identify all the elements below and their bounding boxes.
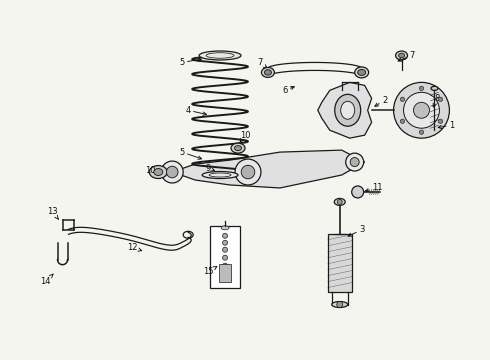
Ellipse shape bbox=[398, 53, 405, 58]
Circle shape bbox=[352, 186, 364, 198]
Circle shape bbox=[393, 82, 449, 138]
Text: 5: 5 bbox=[179, 58, 201, 67]
Bar bbox=[210, 226, 240, 288]
Ellipse shape bbox=[154, 168, 163, 176]
Circle shape bbox=[222, 233, 227, 238]
Circle shape bbox=[222, 247, 227, 252]
Ellipse shape bbox=[355, 67, 368, 78]
Text: 9: 9 bbox=[205, 163, 215, 172]
Polygon shape bbox=[172, 150, 365, 188]
Ellipse shape bbox=[265, 70, 271, 75]
Text: 13: 13 bbox=[47, 207, 58, 219]
Text: 14: 14 bbox=[40, 274, 53, 286]
Text: 7: 7 bbox=[257, 58, 267, 68]
Circle shape bbox=[438, 97, 442, 102]
Ellipse shape bbox=[395, 51, 408, 60]
Circle shape bbox=[346, 153, 364, 171]
Text: 10: 10 bbox=[240, 131, 250, 143]
Circle shape bbox=[167, 166, 178, 178]
Circle shape bbox=[222, 263, 227, 268]
Text: 1: 1 bbox=[438, 121, 454, 130]
Circle shape bbox=[161, 161, 183, 183]
Ellipse shape bbox=[202, 171, 238, 179]
Ellipse shape bbox=[334, 198, 345, 206]
Text: 4: 4 bbox=[186, 106, 206, 115]
Ellipse shape bbox=[221, 226, 229, 230]
Text: 15: 15 bbox=[203, 266, 217, 276]
Circle shape bbox=[222, 240, 227, 245]
Text: 6: 6 bbox=[282, 86, 294, 95]
Ellipse shape bbox=[199, 51, 241, 60]
Bar bbox=[219, 264, 231, 282]
Circle shape bbox=[414, 102, 429, 118]
Circle shape bbox=[404, 92, 440, 128]
Text: 11: 11 bbox=[366, 184, 383, 193]
Ellipse shape bbox=[231, 143, 245, 153]
Text: 3: 3 bbox=[348, 225, 365, 236]
Circle shape bbox=[337, 199, 342, 204]
Circle shape bbox=[350, 158, 359, 167]
Bar bbox=[328, 234, 352, 292]
Ellipse shape bbox=[149, 166, 167, 179]
Ellipse shape bbox=[431, 86, 438, 90]
Text: 2: 2 bbox=[375, 96, 387, 106]
Ellipse shape bbox=[332, 302, 348, 307]
Ellipse shape bbox=[341, 101, 355, 119]
Text: 10: 10 bbox=[145, 166, 162, 175]
Text: 8: 8 bbox=[433, 94, 440, 107]
Text: 7: 7 bbox=[398, 51, 414, 61]
Circle shape bbox=[222, 255, 227, 260]
Circle shape bbox=[400, 97, 405, 102]
Ellipse shape bbox=[335, 94, 361, 126]
Circle shape bbox=[337, 302, 343, 307]
Ellipse shape bbox=[235, 146, 242, 150]
Circle shape bbox=[419, 86, 424, 91]
Circle shape bbox=[419, 130, 424, 134]
Circle shape bbox=[241, 165, 255, 179]
Ellipse shape bbox=[262, 67, 274, 77]
Circle shape bbox=[222, 270, 227, 275]
Ellipse shape bbox=[358, 69, 366, 75]
Text: 12: 12 bbox=[127, 243, 142, 252]
Circle shape bbox=[438, 119, 442, 123]
Polygon shape bbox=[318, 82, 371, 138]
Text: 5: 5 bbox=[179, 148, 201, 159]
Circle shape bbox=[400, 119, 405, 123]
Circle shape bbox=[235, 159, 261, 185]
